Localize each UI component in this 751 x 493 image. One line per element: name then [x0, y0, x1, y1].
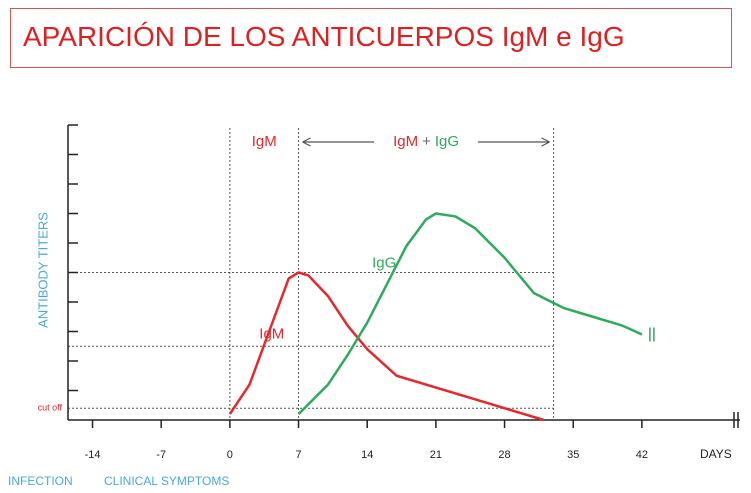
span-label-part: IgG — [435, 133, 459, 150]
series-line — [228, 271, 545, 422]
title: APARICIÓN DE LOS ANTICUERPOS IgM e IgG — [23, 21, 625, 52]
x-tick-label: 21 — [430, 449, 442, 461]
x-tick-label: 7 — [295, 449, 301, 461]
x-axis-label: DAYS — [700, 447, 732, 461]
series-end-mark — [649, 327, 655, 342]
span-label-part: IgM — [393, 133, 418, 150]
bottom-label: CLINICAL SYMPTOMS — [104, 474, 229, 488]
x-tick-label: 0 — [227, 449, 233, 461]
bottom-label: INFECTION — [8, 474, 73, 488]
title-box: APARICIÓN DE LOS ANTICUERPOS IgM e IgG — [10, 8, 732, 68]
x-tick-label: 14 — [361, 449, 373, 461]
x-tick-label: -7 — [156, 449, 166, 461]
span-label-part: + — [422, 133, 431, 150]
x-tick-label: -14 — [85, 449, 101, 461]
cutoff-label: cut off — [38, 403, 63, 413]
series-line — [297, 212, 643, 415]
x-tick-label: 42 — [636, 449, 648, 461]
top-label: IgM — [252, 133, 277, 150]
x-tick-label: 28 — [498, 449, 510, 461]
axis-break — [733, 412, 739, 428]
x-tick-label: 35 — [567, 449, 579, 461]
span-label: IgM + IgG — [393, 133, 459, 150]
series-label: IgM — [259, 325, 284, 342]
series-label: IgG — [372, 255, 396, 272]
span-arrow — [302, 137, 550, 147]
y-axis-label: ANTIBODY TITERS — [35, 212, 50, 328]
